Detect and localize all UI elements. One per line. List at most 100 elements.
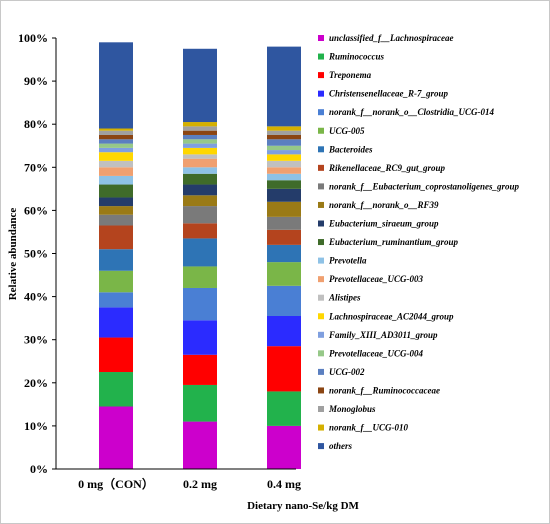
bar-segment-1-22: [183, 48, 217, 123]
bar-segment-1-6: [183, 238, 217, 267]
legend-swatch: [318, 35, 324, 41]
bar-segment-0-12: [99, 175, 133, 185]
bar-segment-2-14: [267, 160, 301, 168]
bar-segment-0-21: [99, 128, 133, 131]
bar-segment-1-16: [183, 143, 217, 148]
bar-segment-2-13: [267, 167, 301, 174]
bar-segment-1-3: [183, 320, 217, 355]
legend-label: Prevotellaceae_UCG-003: [329, 274, 423, 284]
legend-label: norank_f__UCG-010: [329, 423, 409, 433]
bar-segment-2-10: [267, 188, 301, 202]
bar-segment-0-0: [99, 406, 133, 469]
legend-label: Monoglobus: [328, 404, 376, 414]
bar-segment-2-2: [267, 346, 301, 392]
legend-swatch: [318, 53, 324, 60]
legend-swatch: [318, 331, 324, 338]
y-tick-label: 0%: [30, 462, 48, 476]
legend-label: Lachnospiraceae_AC2044_group: [328, 311, 454, 321]
legend-swatch: [318, 127, 324, 134]
legend-label: Alistipes: [328, 293, 361, 303]
y-tick-labels: 0% 10% 20% 30% 40% 50% 60% 70% 80% 90% 100%: [18, 31, 56, 476]
bar-segment-0-16: [99, 147, 133, 153]
legend-label: norank_f__norank_o__Clostridia_UCG-014: [329, 107, 495, 117]
bar-segment-0-9: [99, 206, 133, 215]
y-tick-label: 90%: [24, 74, 48, 88]
x-tick-label: 0 mg（CON）: [78, 476, 154, 491]
y-tick-label: 30%: [24, 333, 48, 347]
bar-segment-0-4: [99, 292, 133, 308]
bar-segment-0-15: [99, 152, 133, 161]
legend-swatch: [318, 424, 324, 431]
legend-label: norank_f__norank_o__RF39: [329, 200, 439, 210]
legend-swatch: [318, 239, 324, 246]
y-tick-label: 50%: [24, 247, 48, 261]
bar-segment-2-11: [267, 180, 301, 189]
bar-segment-1-1: [183, 384, 217, 422]
y-tick-label: 40%: [24, 290, 48, 304]
legend-swatch: [318, 276, 324, 283]
bar-segment-1-2: [183, 354, 217, 385]
legend-swatch: [318, 350, 324, 357]
legend-label: unclassified_f__Lachnospiraceae: [329, 33, 454, 43]
axes-group: [55, 38, 296, 470]
bar-segment-1-8: [183, 206, 217, 224]
bar-segment-1-21: [183, 122, 217, 127]
legend-swatch: [318, 294, 324, 301]
legend-swatch: [318, 406, 324, 412]
bar-segment-0-18: [99, 139, 133, 144]
bar-segment-2-9: [267, 201, 301, 217]
legend-swatch: [318, 368, 324, 375]
legend-label: Prevotella: [329, 256, 367, 266]
bar-segment-1-20: [183, 126, 217, 131]
bar-segment-2-22: [267, 46, 301, 127]
legend-swatch: [318, 220, 324, 227]
bar-segment-1-7: [183, 223, 217, 239]
bar-segment-0-5: [99, 270, 133, 293]
bar-segment-2-3: [267, 315, 301, 347]
legend-label: norank_f__Ruminococcaceae: [329, 385, 440, 395]
legend-label: Eubacterium_ruminantium_group: [328, 237, 459, 247]
legend-swatch: [318, 387, 324, 394]
legend-swatch: [318, 164, 324, 171]
legend-label: Bacteroides: [328, 144, 373, 154]
legend-swatch: [318, 72, 324, 79]
legend-label: Rikenellaceae_RC9_gut_group: [328, 163, 446, 173]
x-tick-label: 0.2 mg: [183, 477, 217, 491]
legend-label: Christensenellaceae_R-7_group: [329, 89, 449, 99]
legend-label: Eubacterium_siraeum_group: [328, 219, 439, 229]
legend-swatch: [318, 146, 324, 153]
legend-swatch: [318, 109, 324, 116]
bar-segment-0-1: [99, 372, 133, 407]
bar-segment-0-10: [99, 197, 133, 207]
bar-segment-1-14: [183, 154, 217, 159]
bar-segment-0-20: [99, 130, 133, 135]
bar-segment-2-19: [267, 134, 301, 140]
bar-segment-1-13: [183, 158, 217, 168]
legend-swatch: [318, 183, 324, 190]
x-axis-title: Dietary nano-Se/kg DM: [247, 500, 359, 512]
bar-segment-2-0: [267, 425, 301, 469]
legend-label: Ruminococcus: [328, 52, 385, 62]
legend-swatch: [318, 257, 324, 264]
bar-segment-2-16: [267, 150, 301, 155]
bar-segment-2-4: [267, 285, 301, 316]
legend-label: UCG-002: [329, 367, 365, 377]
bar-segment-1-10: [183, 184, 217, 196]
bar-segment-0-14: [99, 160, 133, 168]
legend-swatch: [318, 443, 324, 450]
y-tick-label: 60%: [24, 203, 48, 217]
bar-segment-0-6: [99, 249, 133, 271]
bar-segment-1-17: [183, 139, 217, 144]
y-tick-label: 80%: [24, 117, 48, 131]
y-tick-label: 10%: [24, 419, 48, 433]
legend-label: Prevotellaceae_UCG-004: [329, 348, 423, 358]
bar-segment-2-7: [267, 229, 301, 245]
bar-segment-1-5: [183, 266, 217, 288]
bar-segment-0-22: [99, 42, 133, 129]
bar-segment-2-5: [267, 262, 301, 286]
x-tick-label: 0.4 mg: [267, 477, 301, 491]
x-tick-labels: 0 mg（CON） 0.2 mg 0.4 mg: [78, 476, 301, 491]
y-tick-label: 70%: [24, 160, 48, 174]
y-axis-title: Relative abundance: [7, 208, 19, 301]
